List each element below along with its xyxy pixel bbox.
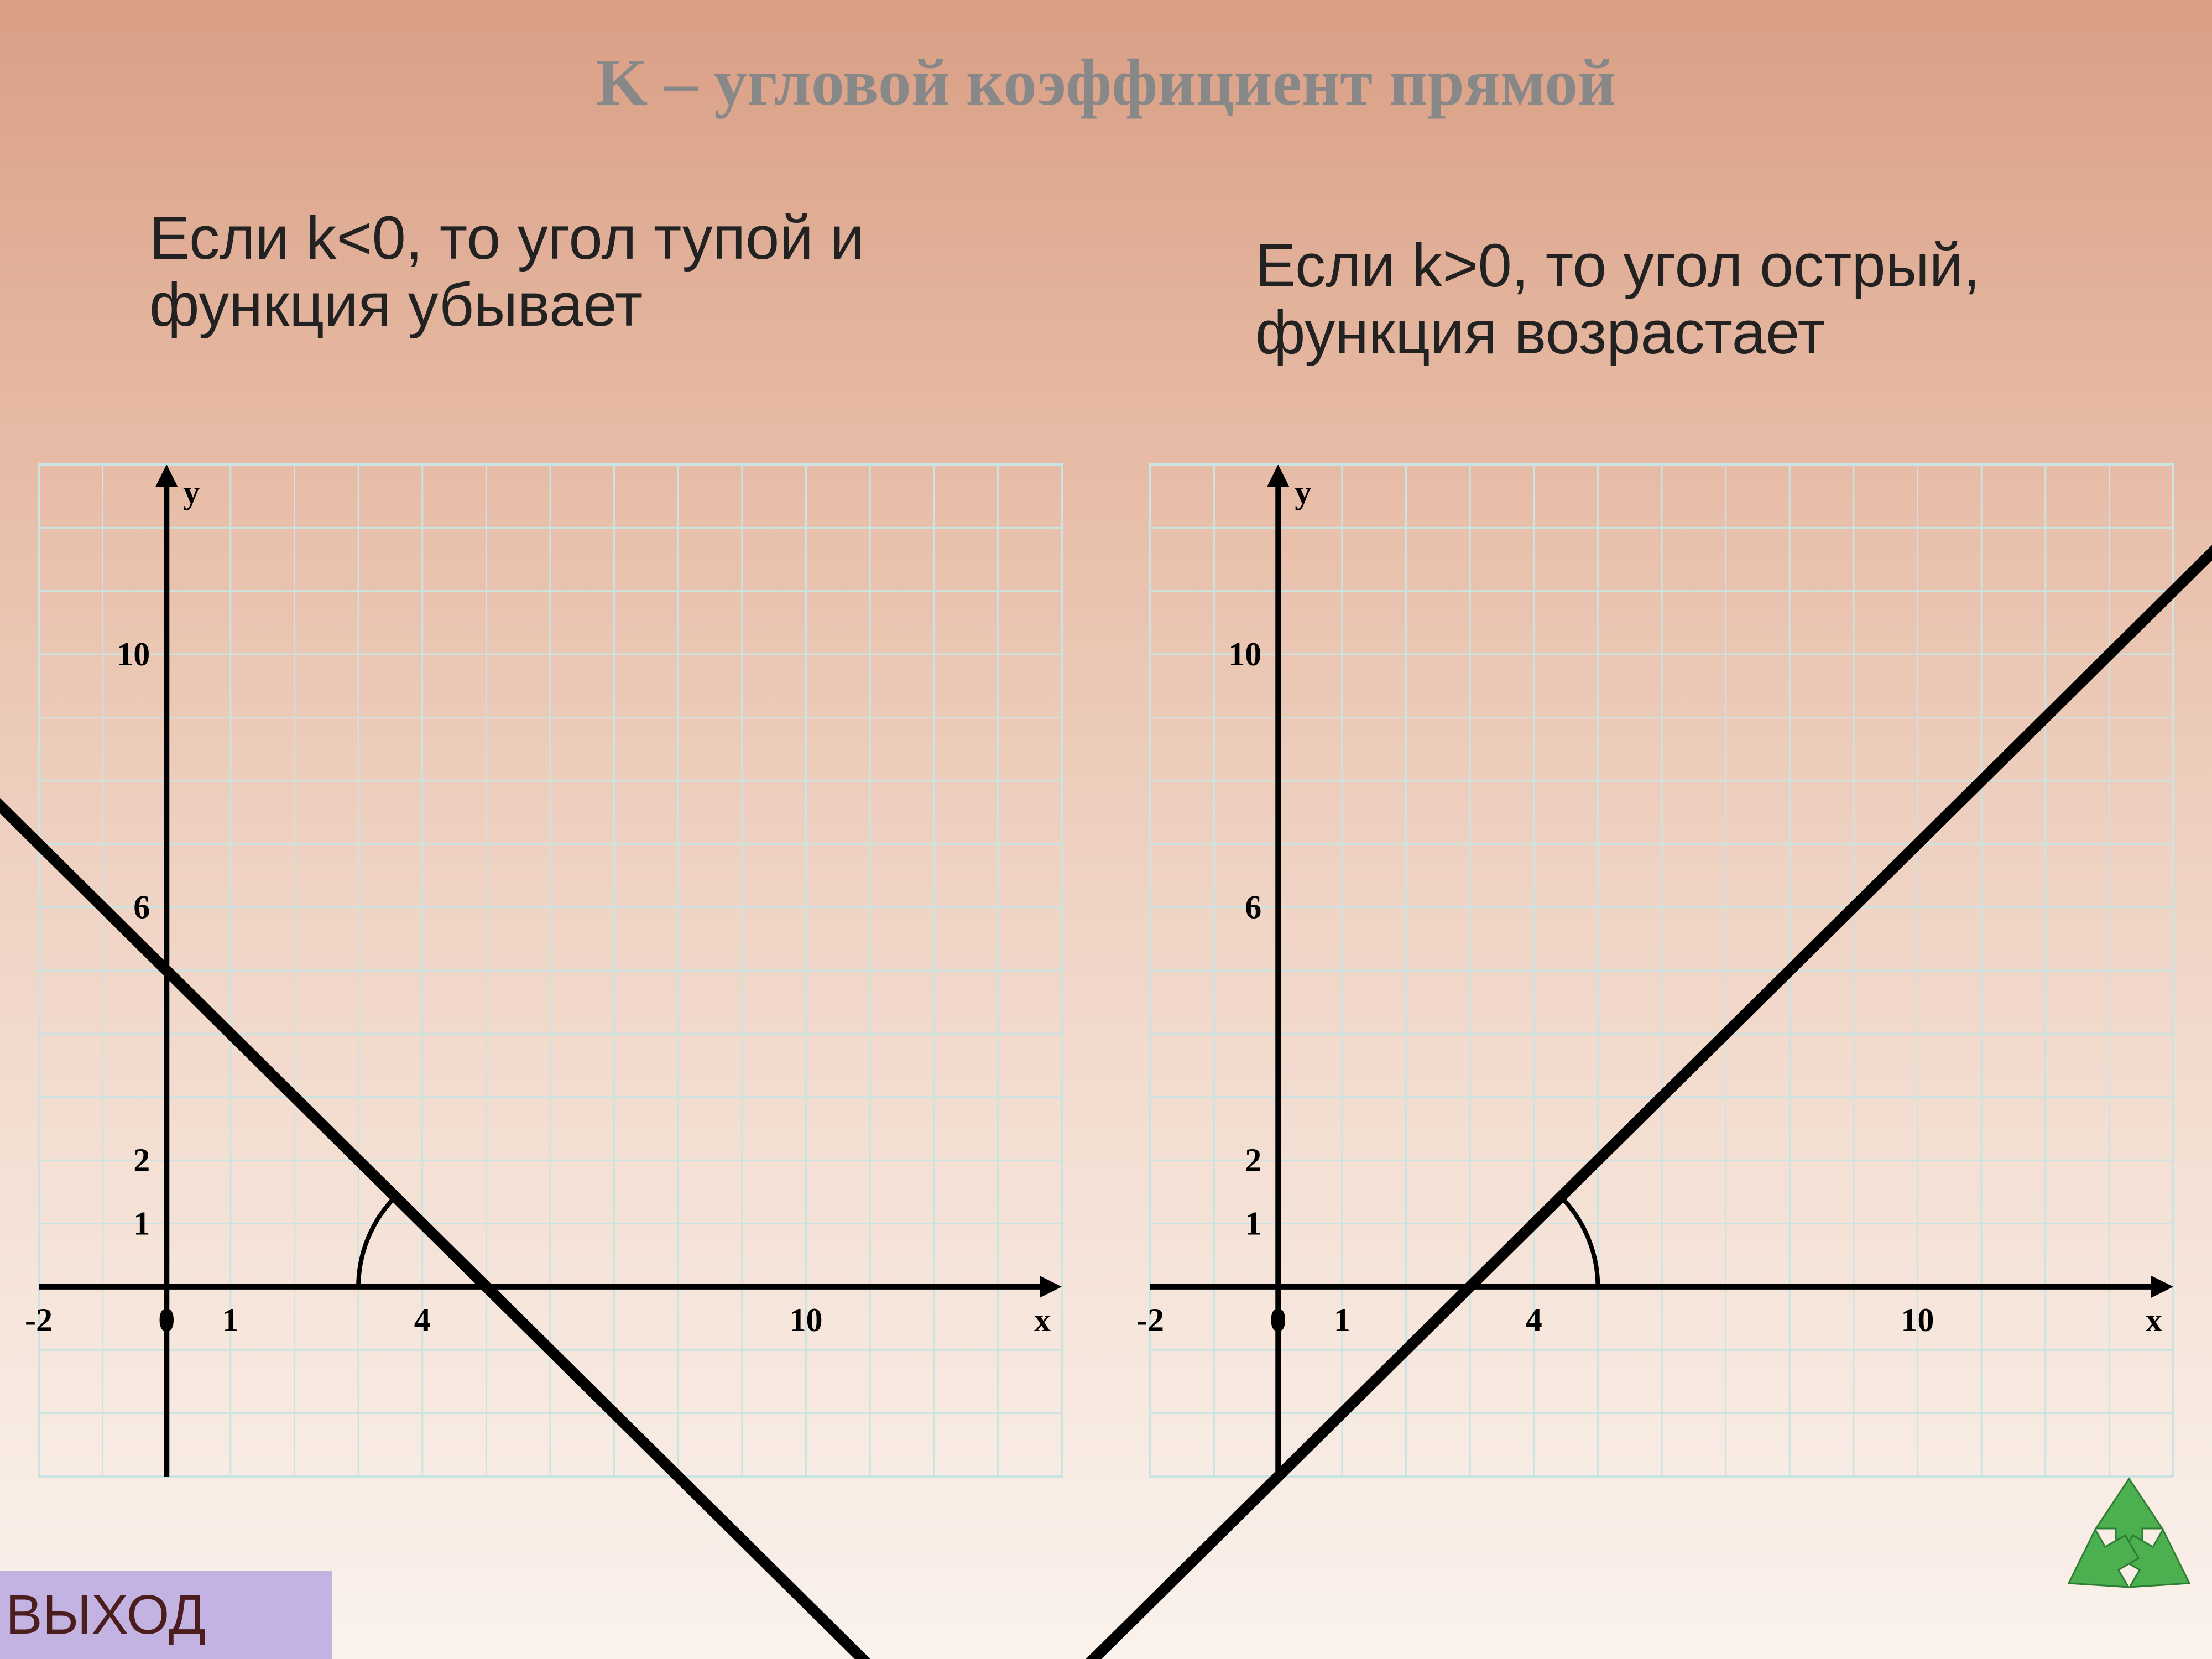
svg-text:2: 2 — [133, 1142, 150, 1178]
svg-text:4: 4 — [414, 1302, 431, 1338]
svg-text:y: y — [183, 474, 200, 510]
svg-text:10: 10 — [1901, 1302, 1934, 1338]
exit-button-label: ВЫХОД — [6, 1583, 206, 1647]
svg-text:10: 10 — [1228, 636, 1261, 672]
svg-text:x: x — [1034, 1302, 1051, 1338]
right-caption: Если k>0, то угол острый, функция возрас… — [1255, 232, 2112, 366]
svg-text:0: 0 — [1270, 1302, 1286, 1338]
svg-text:2: 2 — [1245, 1142, 1261, 1178]
svg-text:6: 6 — [133, 889, 150, 926]
exit-button[interactable]: ВЫХОД — [0, 1571, 332, 1659]
svg-text:6: 6 — [1245, 889, 1261, 926]
svg-text:1: 1 — [133, 1206, 150, 1242]
svg-text:y: y — [1295, 474, 1311, 510]
svg-text:x: x — [2146, 1302, 2162, 1338]
left-caption: Если k<0, то угол тупой и функция убывае… — [149, 205, 1006, 338]
svg-text:1: 1 — [222, 1302, 239, 1338]
svg-text:10: 10 — [117, 636, 150, 672]
svg-text:-2: -2 — [25, 1302, 53, 1338]
left-chart: xy-20141012610 — [39, 465, 1062, 1477]
svg-text:4: 4 — [1526, 1302, 1542, 1338]
page-title: K – угловой коэффициент прямой — [0, 44, 2212, 121]
recycle-icon[interactable] — [2046, 1465, 2212, 1631]
svg-text:1: 1 — [1245, 1206, 1261, 1242]
svg-text:10: 10 — [790, 1302, 823, 1338]
right-chart: xy-20141012610 — [1150, 465, 2173, 1477]
svg-text:1: 1 — [1334, 1302, 1350, 1338]
svg-text:-2: -2 — [1136, 1302, 1164, 1338]
svg-text:0: 0 — [158, 1302, 175, 1338]
